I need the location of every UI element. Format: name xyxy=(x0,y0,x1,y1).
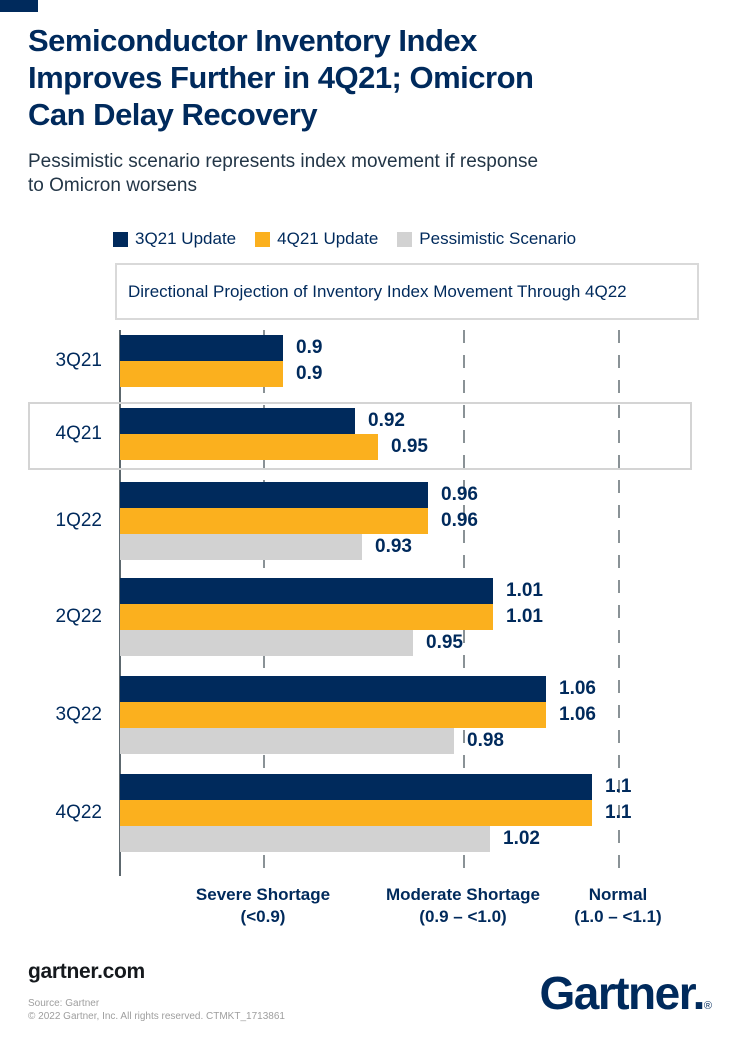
bar-value-label: 0.98 xyxy=(467,730,504,751)
legend-item-4q21-update: 4Q21 Update xyxy=(255,229,378,249)
bar-value-label: 0.92 xyxy=(368,410,405,431)
row-label-3q21: 3Q21 xyxy=(55,350,102,371)
legend-item-3q21-update: 3Q21 Update xyxy=(113,229,236,249)
legend-swatch-orange-icon xyxy=(255,231,271,247)
bar-value-label: 1.1 xyxy=(605,776,632,797)
legend-label: 3Q21 Update xyxy=(135,229,237,248)
chart-title-box: Directional Projection of Inventory Inde… xyxy=(115,263,699,320)
grid-line xyxy=(618,330,620,876)
highlight-box-4q21 xyxy=(28,402,692,470)
page-title: Semiconductor Inventory Index Improves F… xyxy=(28,22,668,133)
bar-4q22-4q21-update xyxy=(120,800,592,826)
bar-1q22-4q21-update xyxy=(120,508,428,534)
chart-legend: 3Q21 Update 4Q21 Update Pessimistic Scen… xyxy=(113,229,576,249)
legend-label: Pessimistic Scenario xyxy=(419,229,577,248)
bar-value-label: 0.96 xyxy=(441,484,478,505)
bar-2q22-4q21-update xyxy=(120,604,493,630)
legend-label: 4Q21 Update xyxy=(277,229,379,248)
bar-3q22-pessimistic-scenario xyxy=(120,728,454,754)
bar-3q22-4q21-update xyxy=(120,702,546,728)
zone-label-normal: Normal (1.0 – <1.1) xyxy=(498,884,738,928)
row-label-3q22: 3Q22 xyxy=(55,704,102,725)
bar-3q21-3q21-update xyxy=(120,335,283,361)
bar-2q22-3q21-update xyxy=(120,578,493,604)
gartner-logo-text: Gartner. xyxy=(539,967,705,1019)
bar-value-label: 0.9 xyxy=(296,337,323,358)
zone-label-severe-shortage: Severe Shortage (<0.9) xyxy=(143,884,383,928)
page-subtitle: Pessimistic scenario represents index mo… xyxy=(28,150,628,198)
registered-mark: ® xyxy=(703,1000,712,1012)
bar-3q21-4q21-update xyxy=(120,361,283,387)
bar-value-label: 1.02 xyxy=(503,828,540,849)
zone-label-moderate-shortage: Moderate Shortage (0.9 – <1.0) xyxy=(343,884,583,928)
bar-value-label: 0.95 xyxy=(391,436,428,457)
bar-4q21-3q21-update xyxy=(120,408,355,434)
zone-range: (<0.9) xyxy=(240,907,286,926)
corner-brand-mark xyxy=(0,0,38,12)
row-label-1q22: 1Q22 xyxy=(55,510,102,531)
zone-name: Severe Shortage xyxy=(195,885,331,904)
row-label-4q21: 4Q21 xyxy=(55,423,102,444)
bar-value-label: 1.06 xyxy=(559,678,596,699)
copyright-text: © 2022 Gartner, Inc. All rights reserved… xyxy=(28,1011,285,1022)
bar-value-label: 0.9 xyxy=(296,363,323,384)
bar-4q22-3q21-update xyxy=(120,774,592,800)
chart-title: Directional Projection of Inventory Inde… xyxy=(128,281,627,301)
subtitle-line: Pessimistic scenario represents index mo… xyxy=(28,151,539,172)
bar-3q22-3q21-update xyxy=(120,676,546,702)
legend-item-pessimistic-scenario: Pessimistic Scenario xyxy=(397,229,576,249)
zone-name: Normal xyxy=(588,885,648,904)
bar-4q22-pessimistic-scenario xyxy=(120,826,490,852)
row-label-4q22: 4Q22 xyxy=(55,802,102,823)
zone-range: (1.0 – <1.1) xyxy=(574,907,662,926)
subtitle-line: to Omicron worsens xyxy=(28,175,197,196)
gartner-com-link[interactable]: gartner.com xyxy=(28,960,145,983)
row-label-2q22: 2Q22 xyxy=(55,606,102,627)
bar-value-label: 0.95 xyxy=(426,632,463,653)
bar-2q22-pessimistic-scenario xyxy=(120,630,413,656)
bar-value-label: 0.96 xyxy=(441,510,478,531)
source-text: Source: Gartner xyxy=(28,998,100,1009)
gartner-logo: Gartner.® xyxy=(539,968,712,1031)
bar-value-label: 0.93 xyxy=(375,536,412,557)
bar-4q21-4q21-update xyxy=(120,434,378,460)
legend-swatch-gray-icon xyxy=(397,231,413,247)
bar-value-label: 1.06 xyxy=(559,704,596,725)
legend-swatch-navy-icon xyxy=(113,231,128,247)
zone-name: Moderate Shortage xyxy=(386,885,540,904)
title-line: Improves Further in 4Q21; Omicron xyxy=(28,60,534,95)
bar-value-label: 1.1 xyxy=(605,802,632,823)
title-line: Semiconductor Inventory Index xyxy=(28,23,477,58)
title-line: Can Delay Recovery xyxy=(28,97,318,132)
bar-value-label: 1.01 xyxy=(506,580,543,601)
bar-1q22-3q21-update xyxy=(120,482,428,508)
bar-1q22-pessimistic-scenario xyxy=(120,534,362,560)
bar-value-label: 1.01 xyxy=(506,606,543,627)
zone-range: (0.9 – <1.0) xyxy=(419,907,507,926)
